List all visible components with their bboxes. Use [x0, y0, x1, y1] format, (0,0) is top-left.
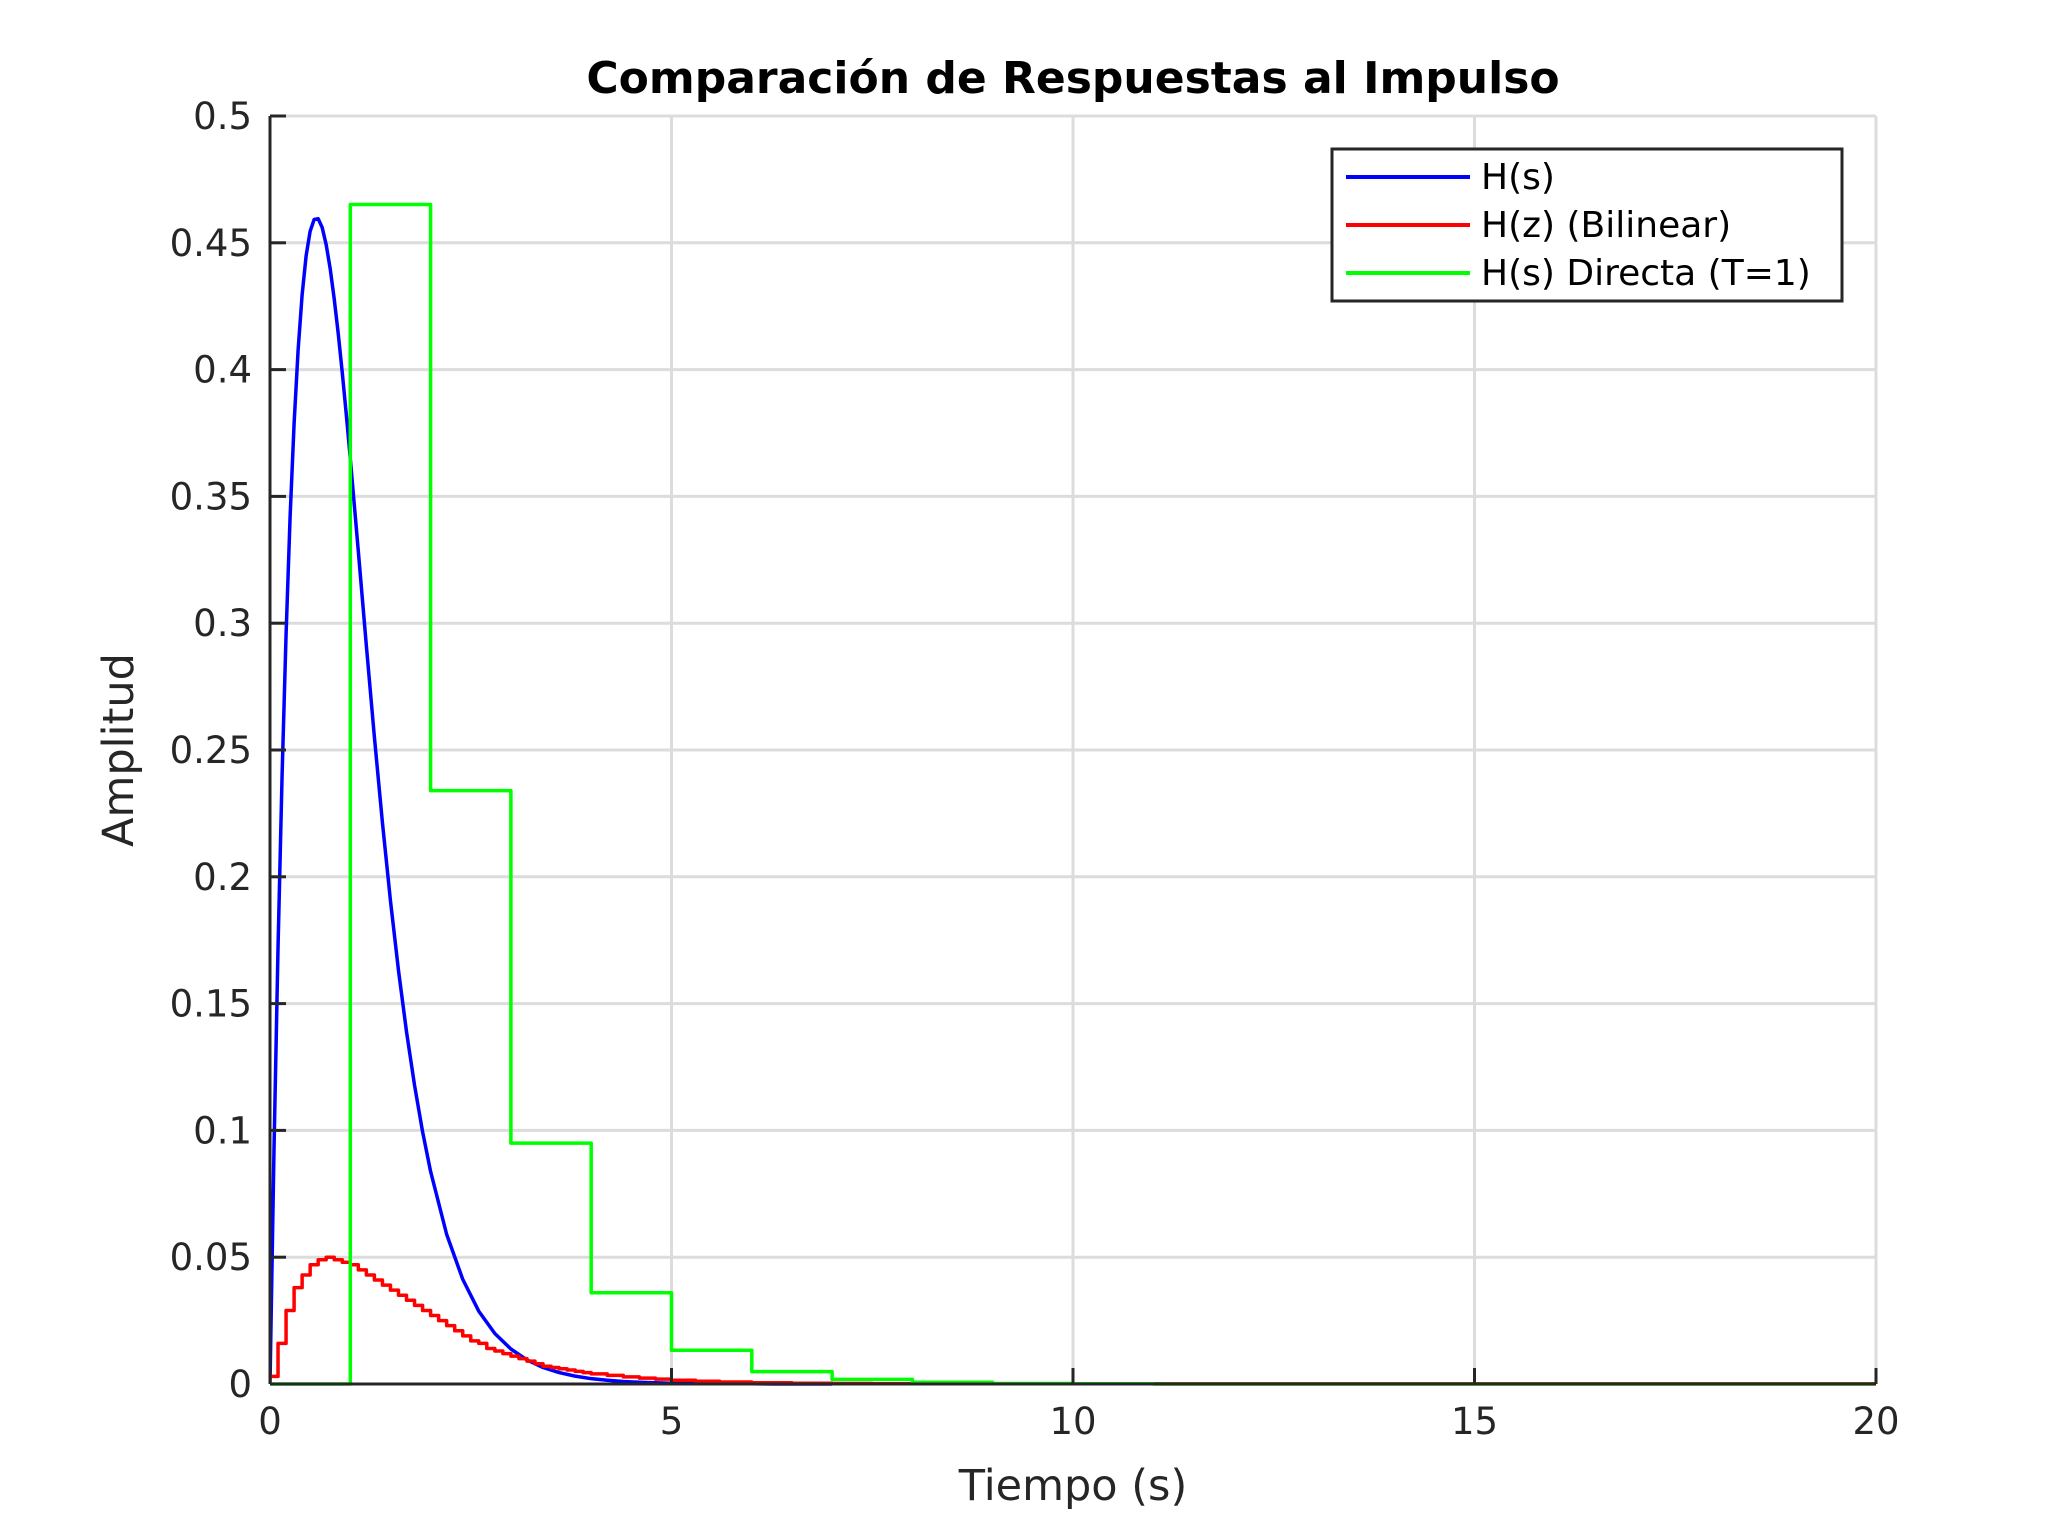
legend-label: H(z) (Bilinear) — [1481, 205, 1731, 246]
chart-title: Comparación de Respuestas al Impulso — [586, 53, 1559, 104]
x-tick-label: 0 — [258, 1400, 282, 1443]
x-tick-label: 5 — [660, 1400, 684, 1443]
y-tick-label: 0.45 — [170, 222, 252, 265]
legend: H(s) H(z) (Bilinear) H(s) Directa (T=1) — [1330, 147, 1844, 303]
y-tick-label: 0.35 — [170, 475, 252, 518]
y-tick-label: 0 — [228, 1363, 252, 1406]
y-tick-label: 0.1 — [193, 1109, 252, 1152]
x-tick-label: 15 — [1451, 1400, 1498, 1443]
y-tick-label: 0.25 — [170, 729, 252, 772]
y-tick-label: 0.05 — [170, 1236, 252, 1279]
grid — [270, 114, 1878, 1384]
y-tick-label: 0.5 — [193, 95, 252, 138]
x-tick-label: 20 — [1852, 1400, 1899, 1443]
y-tick-label: 0.2 — [193, 856, 252, 899]
legend-label: H(s) — [1481, 157, 1555, 198]
y-tick-label: 0.15 — [170, 983, 252, 1026]
hz-bilinear-stairs — [270, 1255, 1876, 1386]
x-tick-label: 10 — [1049, 1400, 1096, 1443]
y-tick-label: 0.4 — [193, 349, 252, 392]
x-axis-label: Tiempo (s) — [958, 1461, 1187, 1511]
ticks: 0 5 10 15 20 0 0.05 0.1 0.15 0.2 0.25 0.3 0.35 0.4 0.4… — [170, 95, 1900, 1443]
legend-label: H(s) Directa (T=1) — [1481, 253, 1811, 294]
y-tick-label: 0.3 — [193, 602, 252, 645]
y-axis-label: Amplitud — [94, 653, 144, 847]
